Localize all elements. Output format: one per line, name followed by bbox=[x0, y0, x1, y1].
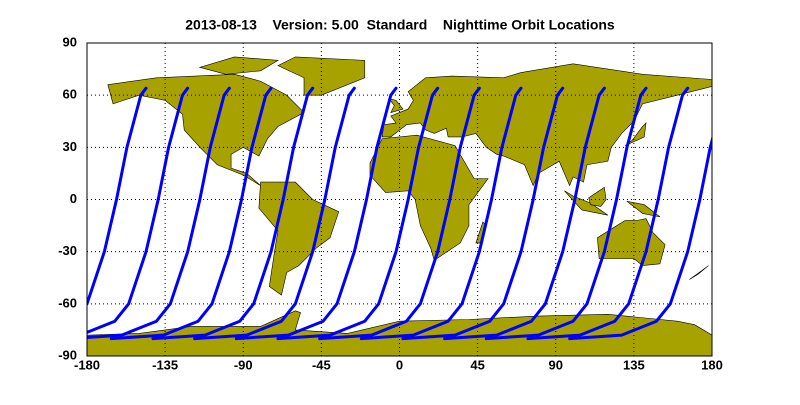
orbit-track bbox=[443, 86, 606, 341]
y-tick-label: 0 bbox=[70, 191, 77, 206]
land bbox=[87, 57, 712, 356]
orbit-track bbox=[234, 86, 398, 341]
orbit-track bbox=[401, 86, 565, 341]
x-tick-label: -180 bbox=[74, 357, 100, 372]
y-tick-label: 90 bbox=[63, 34, 77, 49]
tracks bbox=[87, 86, 712, 341]
x-tick-label: -135 bbox=[152, 357, 178, 372]
y-tick-label: -30 bbox=[58, 243, 77, 258]
orbit-track bbox=[151, 86, 315, 341]
orbit-track bbox=[526, 86, 690, 341]
y-tick-label: -60 bbox=[58, 295, 77, 310]
y-tick-label: -90 bbox=[58, 347, 77, 362]
x-tick-label: -45 bbox=[312, 357, 331, 372]
x-tick-label: -90 bbox=[234, 357, 253, 372]
grid bbox=[87, 43, 712, 356]
x-tick-label: 135 bbox=[623, 357, 645, 372]
orbit-track bbox=[318, 86, 481, 341]
orbit-track bbox=[193, 86, 356, 341]
x-tick-label: 180 bbox=[701, 357, 723, 372]
y-tick-label: 30 bbox=[63, 139, 77, 154]
map bbox=[87, 43, 712, 356]
orbit-track bbox=[87, 86, 190, 334]
orbit-track bbox=[276, 86, 440, 341]
chart-title: 2013-08-13 Version: 5.00 Standard Nightt… bbox=[185, 17, 615, 33]
axes: -180 -135 -90 -45 0 45 90 135 180 -90 -60 -30 0 30 60 9… bbox=[58, 34, 723, 372]
orbit-track bbox=[568, 134, 712, 341]
plot-frame bbox=[86, 42, 713, 357]
orbit-track bbox=[87, 86, 148, 307]
x-tick-label: 45 bbox=[470, 357, 484, 372]
orbit-track bbox=[87, 86, 231, 339]
orbit-track bbox=[359, 86, 523, 341]
y-tick-label: 60 bbox=[63, 87, 77, 102]
x-tick-label: 0 bbox=[396, 357, 403, 372]
orbit-track bbox=[109, 86, 273, 341]
orbit-track bbox=[484, 86, 648, 341]
x-tick-label: 90 bbox=[549, 357, 563, 372]
